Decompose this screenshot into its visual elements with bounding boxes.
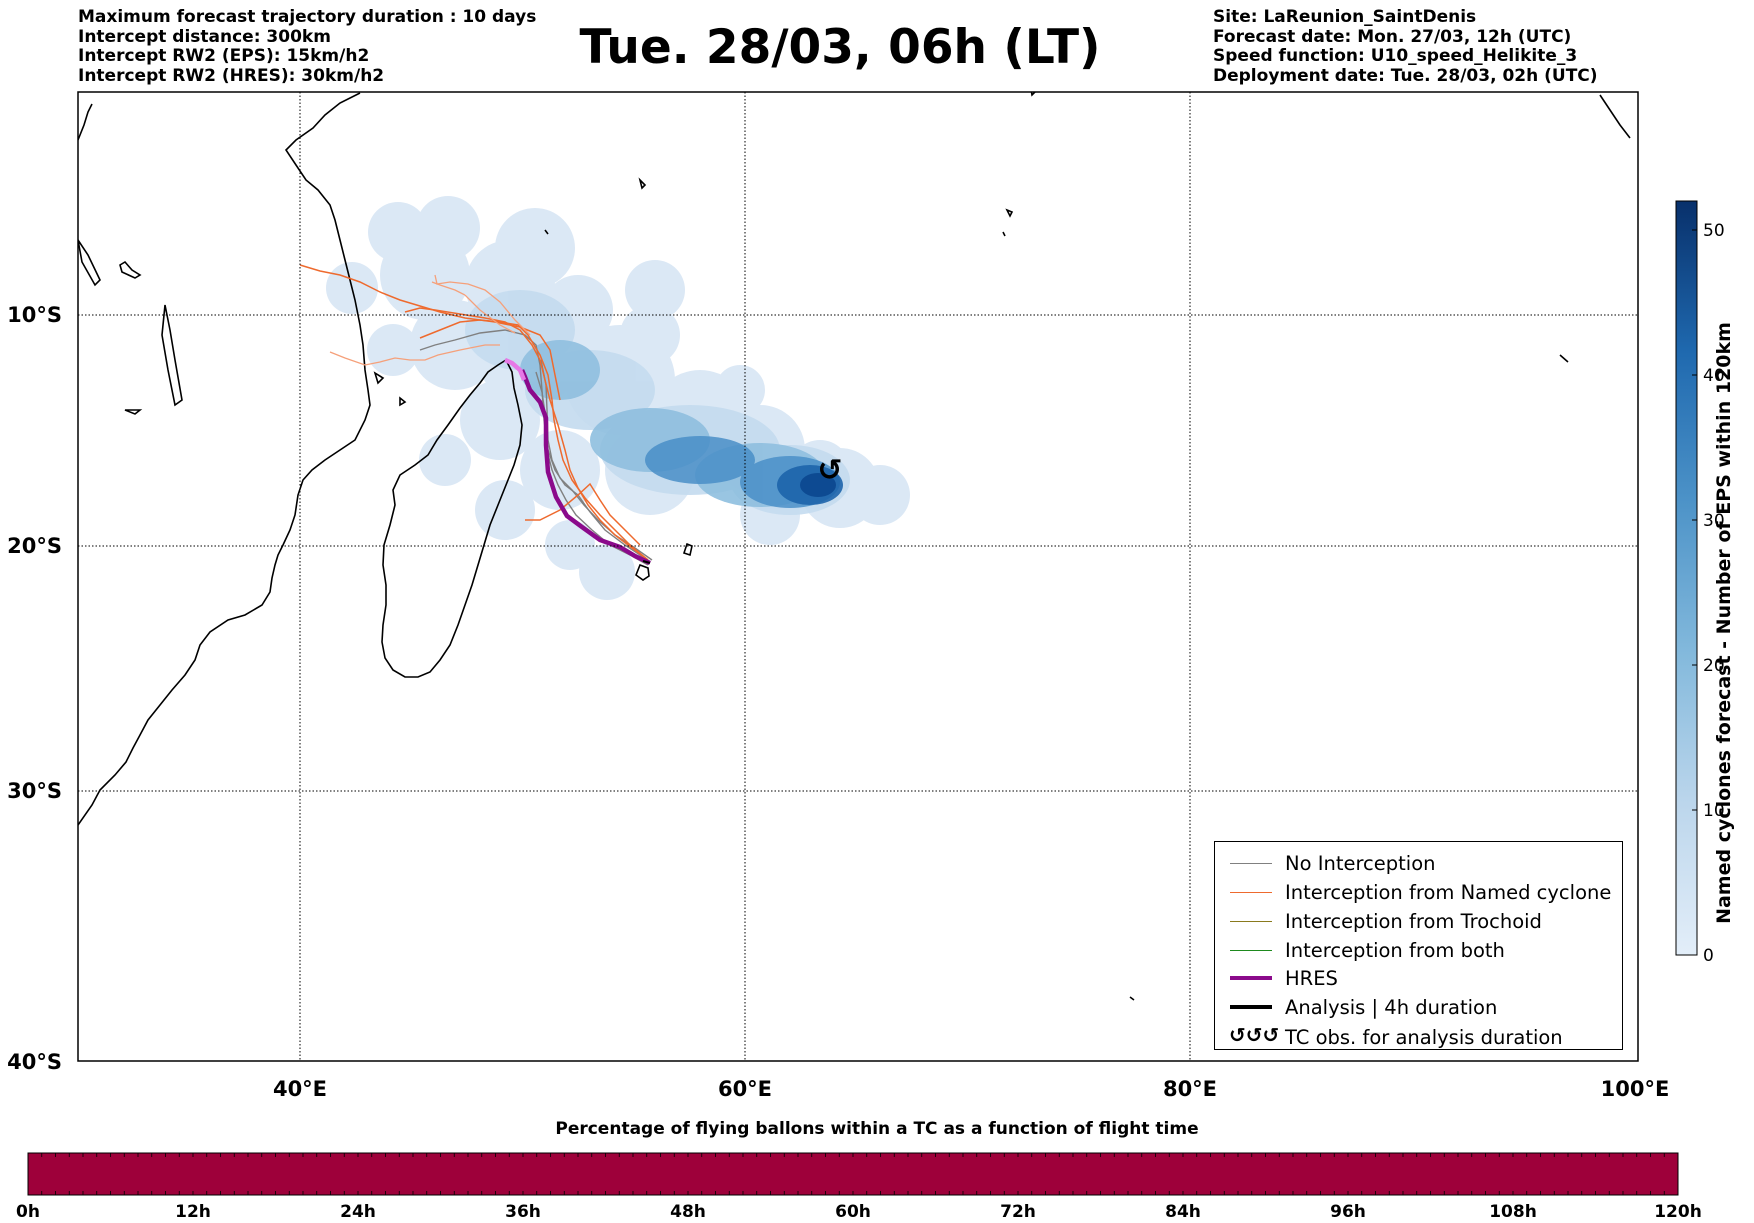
lat-tick: 30°S	[7, 779, 62, 803]
legend-label: HRES	[1285, 967, 1338, 990]
legend-item: Interception from Named cyclone	[1222, 878, 1622, 907]
trajectory-hres-early	[504, 357, 527, 381]
legend-item: Interception from Trochoid	[1222, 907, 1622, 936]
trajectory-named-cyclone	[299, 264, 561, 401]
legend-label: Interception from Trochoid	[1285, 910, 1542, 933]
lon-tick: 100°E	[1601, 1077, 1670, 1101]
gridlines	[78, 92, 1638, 1061]
flight-time-tick-label: 120h	[1654, 1202, 1702, 1222]
reunion-island	[635, 563, 650, 581]
cyclone-symbol-icon: ↺	[817, 453, 842, 488]
mauritius-island	[682, 542, 693, 557]
flight-time-tick-label: 84h	[1165, 1202, 1201, 1222]
flight-time-tick-label: 60h	[835, 1202, 871, 1222]
trajectory-named-cyclone	[431, 281, 516, 334]
page-title: Tue. 28/03, 06h (LT)	[579, 20, 1101, 75]
trajectory-analysis	[642, 559, 651, 565]
legend-line	[1230, 921, 1272, 922]
lake-3	[78, 239, 101, 287]
lat-tick: 20°S	[7, 534, 62, 558]
flight-time-fill	[27, 1152, 1679, 1196]
cyclone-density-field	[326, 196, 910, 600]
legend-line	[1230, 1005, 1272, 1009]
header-line: Speed function: U10_speed_Helikite_3	[1213, 46, 1578, 66]
legend-label: Analysis | 4h duration	[1285, 996, 1498, 1019]
header-line: Site: LaReunion_SaintDenis	[1213, 7, 1477, 27]
header-right-info: Site: LaReunion_SaintDenis Forecast date…	[1213, 7, 1598, 86]
lake-4	[124, 409, 143, 415]
colorbar-tick: 20	[1703, 656, 1725, 676]
flight-time-bar-title: Percentage of flying ballons within a TC…	[555, 1119, 1199, 1139]
tc-obs-icon: ↺↺↺	[1229, 1023, 1280, 1047]
lat-tick: 40°S	[7, 1050, 62, 1074]
header-line: Forecast date: Mon. 27/03, 12h (UTC)	[1213, 26, 1572, 47]
trajectory-named-cyclone	[329, 344, 500, 366]
flight-time-tick-label: 36h	[505, 1202, 541, 1222]
legend-label: No Interception	[1285, 852, 1436, 875]
flight-time-tick-label: 0h	[16, 1202, 40, 1222]
seychelles	[544, 177, 647, 235]
lon-tick: 60°E	[718, 1077, 772, 1101]
flight-time-tick-label: 24h	[340, 1202, 376, 1222]
map-frame	[77, 91, 1639, 1062]
lat-tick: 10°S	[7, 303, 62, 327]
flight-time-bar: 0h 12h 24h 36h 48h 60h 72h 84h 96h 108h 120h	[16, 1152, 1702, 1222]
map-legend: No Interception Interception from Named …	[1214, 841, 1623, 1050]
flight-time-tick-label: 72h	[1000, 1202, 1036, 1222]
lake-2	[161, 304, 183, 407]
legend-line	[1230, 892, 1272, 893]
header-line: Deployment date: Tue. 28/03, 02h (UTC)	[1213, 65, 1598, 86]
header-line: Intercept RW2 (EPS): 15km/h2	[78, 46, 370, 66]
colorbar-tick: 50	[1703, 221, 1725, 241]
header-line: Maximum forecast trajectory duration : 1…	[78, 7, 537, 27]
legend-line	[1230, 863, 1272, 864]
flight-time-tick-label: 108h	[1489, 1202, 1537, 1222]
coastlines	[78, 92, 1631, 1001]
lake-1	[119, 260, 142, 279]
colorbar-tick: 30	[1703, 511, 1725, 531]
legend-item: HRES	[1222, 964, 1622, 993]
flight-time-tick-label: 96h	[1330, 1202, 1366, 1222]
trajectory-named-cyclone	[434, 274, 531, 336]
colorbar-tick: 0	[1703, 946, 1714, 966]
legend-item: ↺↺↺ TC obs. for analysis duration	[1222, 1023, 1622, 1052]
africa-coast	[78, 92, 371, 826]
header-line: Intercept RW2 (HRES): 30km/h2	[78, 65, 385, 86]
comoros	[373, 371, 407, 407]
flight-time-minor-ticks	[41, 1153, 1665, 1195]
density-colorbar: 0 10 20 30 40 50	[1675, 200, 1725, 966]
legend-label: TC obs. for analysis duration	[1285, 1026, 1563, 1049]
legend-item: No Interception	[1222, 849, 1622, 878]
flight-time-tick-label: 12h	[175, 1202, 211, 1222]
trajectory-named-cyclone	[525, 482, 641, 546]
colorbar-label: Named cyclones forecast - Number of EPS …	[1713, 322, 1735, 924]
arabia-coast	[78, 103, 93, 141]
trajectory-hres	[519, 369, 651, 566]
legend-item: Interception from both	[1222, 936, 1622, 965]
islands-east	[1002, 92, 1631, 1001]
header-left-info: Maximum forecast trajectory duration : 1…	[78, 7, 537, 86]
legend-label: Interception from both	[1285, 939, 1505, 962]
lon-tick: 40°E	[273, 1077, 327, 1101]
legend-line	[1230, 976, 1272, 980]
legend-line	[1230, 950, 1272, 951]
axis-labels: 10°S 20°S 30°S 40°S 40°E 60°E 80°E 100°E	[7, 303, 1669, 1101]
legend-label: Interception from Named cyclone	[1285, 881, 1612, 904]
flight-time-tick-label: 48h	[670, 1202, 706, 1222]
legend-item: Analysis | 4h duration	[1222, 993, 1622, 1022]
header-line: Intercept distance: 300km	[78, 26, 331, 47]
colorbar-tick: 10	[1703, 801, 1725, 821]
colorbar-tick: 40	[1703, 366, 1725, 386]
madagascar-coast	[381, 358, 523, 678]
colorbar-gradient	[1675, 200, 1698, 956]
lon-tick: 80°E	[1163, 1077, 1217, 1101]
